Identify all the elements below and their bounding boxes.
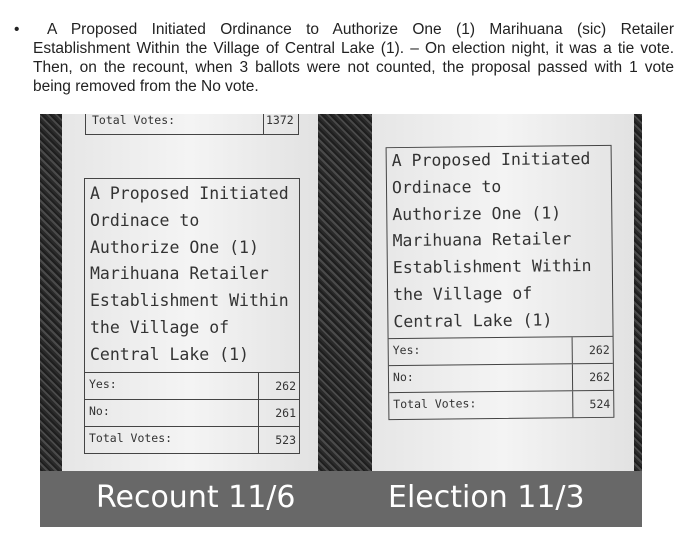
paragraph-text: A Proposed Initiated Ordinance to Author… xyxy=(33,21,674,95)
caption-band: Recount 11/6 Election 11/3 xyxy=(40,471,642,527)
no-value: 262 xyxy=(571,363,614,390)
election-ballot-box: A Proposed Initiated Ordinace to Authori… xyxy=(385,144,615,420)
election-receipt-paper xyxy=(372,114,634,474)
proposal-line: Marihuana Retailer xyxy=(392,229,572,251)
proposal-line: Establishment Within xyxy=(90,291,289,311)
yes-value: 262 xyxy=(258,372,299,399)
no-value: 261 xyxy=(258,399,299,426)
total-label: Total Votes: xyxy=(393,395,477,411)
recount-ballot-box: A Proposed Initiated Ordinace to Authori… xyxy=(84,178,300,454)
yes-row: Yes: 262 xyxy=(85,371,299,399)
recount-receipt-paper xyxy=(62,114,318,474)
total-label: Total Votes: xyxy=(89,430,173,445)
total-value: 524 xyxy=(572,390,614,417)
proposal-line: Establishment Within xyxy=(392,256,592,278)
yes-value: 262 xyxy=(571,336,613,363)
proposal-line: Ordinace to xyxy=(90,210,200,230)
ballot-results-photo: Total Votes: 1372 A Proposed Initiated O… xyxy=(40,114,642,527)
stub-total-value: 1372 xyxy=(263,114,298,134)
no-row: No: 262 xyxy=(388,362,614,392)
yes-row: Yes: 262 xyxy=(388,335,613,365)
yes-label: Yes: xyxy=(89,376,117,391)
no-label: No: xyxy=(392,369,414,384)
total-value: 523 xyxy=(258,426,299,453)
proposal-line: Ordinace to xyxy=(391,176,502,197)
stub-total-box: Total Votes: 1372 xyxy=(85,114,299,135)
election-caption: Election 11/3 xyxy=(388,480,585,515)
total-row: Total Votes: 524 xyxy=(389,389,614,419)
proposal-line: the Village of xyxy=(393,283,533,305)
proposal-line: A Proposed Initiated xyxy=(391,149,591,171)
proposal-line: Marihuana Retailer xyxy=(90,264,269,284)
no-label: No: xyxy=(89,403,110,418)
proposal-line: Central Lake (1) xyxy=(90,344,249,364)
yes-label: Yes: xyxy=(392,342,421,357)
proposal-line: Authorize One (1) xyxy=(90,237,259,257)
proposal-line: A Proposed Initiated xyxy=(90,184,289,203)
stub-total-label: Total Votes: xyxy=(92,114,176,127)
total-row: Total Votes: 523 xyxy=(85,425,299,453)
proposal-line: Authorize One (1) xyxy=(392,202,562,224)
proposal-line: Central Lake (1) xyxy=(393,310,553,331)
recount-caption: Recount 11/6 xyxy=(96,480,296,515)
no-row: No: 261 xyxy=(85,398,299,426)
proposal-line: the Village of xyxy=(90,317,230,337)
bullet-paragraph: • A Proposed Initiated Ordinance to Auth… xyxy=(14,20,674,96)
bullet: • xyxy=(14,21,20,38)
